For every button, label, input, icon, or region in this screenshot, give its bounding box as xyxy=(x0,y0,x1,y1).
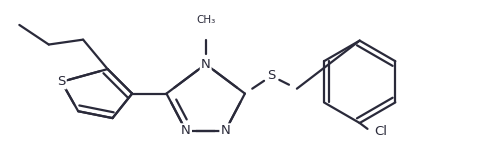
Text: CH₃: CH₃ xyxy=(196,15,215,25)
Text: Cl: Cl xyxy=(373,125,386,138)
Text: N: N xyxy=(181,124,191,137)
Text: N: N xyxy=(200,58,210,71)
Text: S: S xyxy=(267,69,275,82)
Text: S: S xyxy=(57,75,66,88)
Text: N: N xyxy=(220,124,230,137)
